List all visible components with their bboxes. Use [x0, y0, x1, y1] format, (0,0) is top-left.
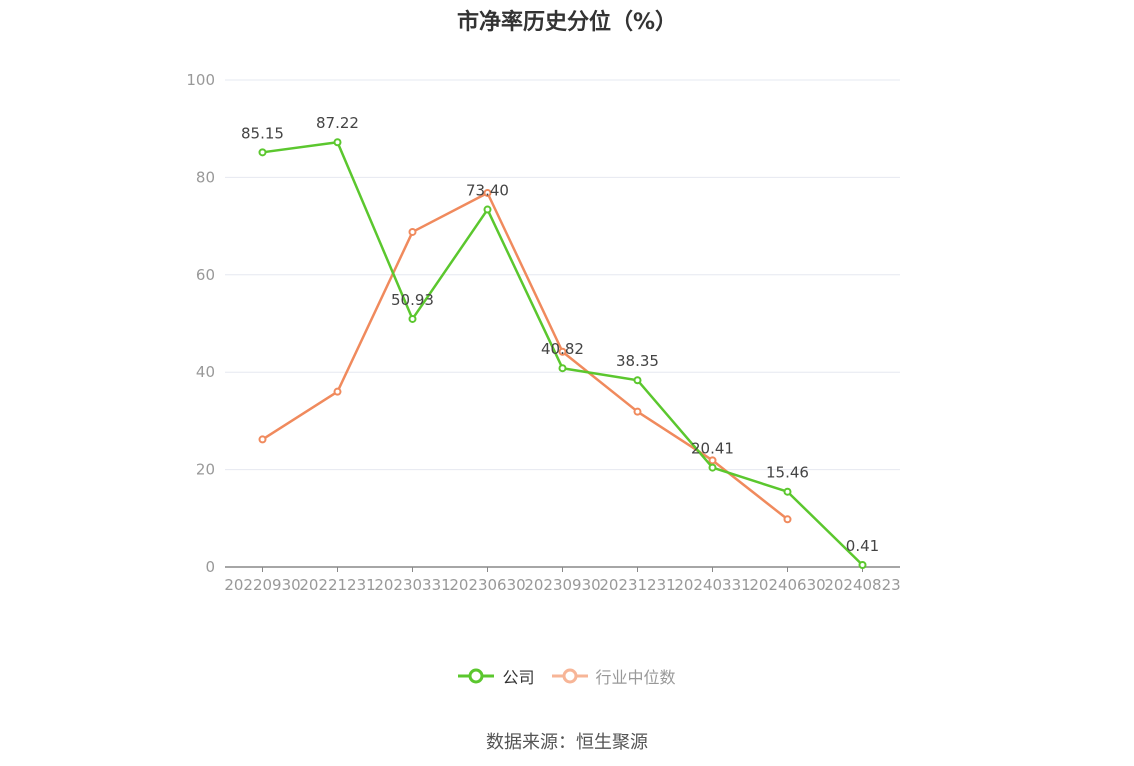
- y-tick-label: 80: [196, 168, 215, 186]
- y-tick-label: 60: [196, 266, 215, 284]
- data-label-company: 40.82: [541, 340, 584, 358]
- data-labels: 85.15 87.22 50.93 73.40 40.82 38.35 20.41 15.46…: [241, 114, 879, 555]
- data-point-company: [258, 148, 267, 157]
- y-tick-label: 0: [205, 558, 215, 576]
- y-axis: 0 20 40 60 80 100: [186, 71, 215, 576]
- data-point-industry: [708, 456, 717, 465]
- x-tick-label: 20230630: [449, 576, 525, 594]
- data-label-company: 87.22: [316, 114, 359, 132]
- data-point-industry: [333, 387, 342, 396]
- data-point-industry: [558, 347, 567, 356]
- x-tick-label: 20230930: [524, 576, 600, 594]
- series-layer: [258, 138, 867, 570]
- data-point-company: [633, 376, 642, 385]
- x-axis: 2022093020221231202303312023063020230930…: [224, 566, 901, 594]
- chart-title: 市净率历史分位（%）: [456, 10, 678, 35]
- y-tick-label: 100: [186, 71, 215, 89]
- legend-item-company[interactable]: 公司: [458, 664, 534, 688]
- data-point-industry: [633, 407, 642, 416]
- data-point-company: [558, 364, 567, 373]
- data-point-company: [858, 561, 867, 570]
- legend-item-industry[interactable]: 行业中位数: [551, 664, 676, 688]
- x-tick-label: 20230331: [374, 576, 450, 594]
- legend-industry-marker: [551, 668, 588, 684]
- legend-company-marker: [458, 668, 495, 684]
- data-point-industry: [783, 515, 792, 524]
- data-label-company: 15.46: [766, 464, 809, 482]
- series-line-industry: [261, 191, 789, 521]
- data-point-industry: [483, 188, 492, 197]
- data-point-industry: [258, 435, 267, 444]
- data-source: 数据来源：恒生聚源: [486, 732, 648, 753]
- data-label-company: 50.93: [391, 291, 434, 309]
- data-point-company: [483, 205, 492, 214]
- x-tick-label: 20221231: [299, 576, 375, 594]
- x-tick-label: 20231231: [599, 576, 675, 594]
- data-label-company: 38.35: [616, 352, 659, 370]
- data-point-company: [333, 138, 342, 147]
- legend-company-label: 公司: [502, 668, 535, 687]
- data-point-company: [708, 463, 717, 472]
- x-tick-label: 20240823: [824, 576, 900, 594]
- y-tick-label: 40: [196, 363, 215, 381]
- x-tick-label: 20240630: [749, 576, 825, 594]
- x-tick-label: 20220930: [224, 576, 300, 594]
- grid-lines: [225, 79, 900, 471]
- y-tick-label: 20: [196, 461, 215, 479]
- data-point-industry: [408, 227, 417, 236]
- data-label-company: 20.41: [691, 440, 734, 458]
- legend: 公司 行业中位数: [0, 664, 1134, 689]
- data-label-company: 73.40: [466, 182, 509, 200]
- data-point-company: [408, 314, 417, 323]
- legend-industry-label: 行业中位数: [595, 668, 676, 687]
- data-point-company: [783, 487, 792, 496]
- data-label-company: 85.15: [241, 124, 284, 142]
- x-tick-label: 20240331: [674, 576, 750, 594]
- data-label-company: 0.41: [846, 537, 879, 555]
